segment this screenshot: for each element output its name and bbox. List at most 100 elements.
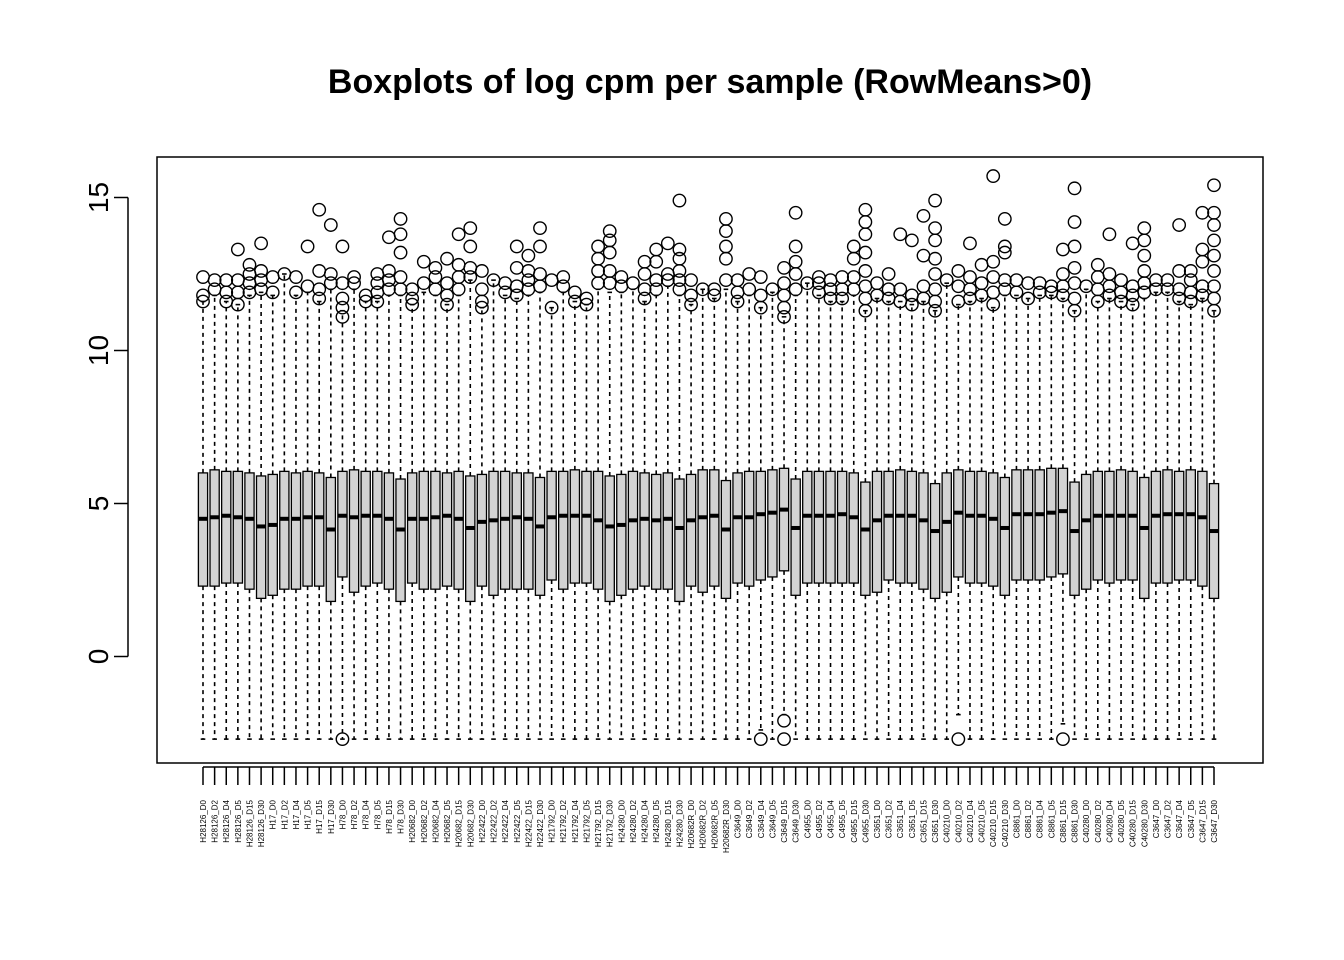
outlier-point xyxy=(997,212,1012,226)
x-tick-label: C40210_D0 xyxy=(943,799,952,842)
iqr-box xyxy=(1011,469,1022,581)
iqr-box xyxy=(1127,470,1138,581)
outlier-point xyxy=(928,221,943,236)
iqr-box xyxy=(639,472,650,587)
outlier-point xyxy=(602,224,617,239)
outlier-point xyxy=(963,236,977,251)
outlier-point xyxy=(254,236,269,251)
box-H21792_D2 xyxy=(556,270,571,740)
iqr-box xyxy=(534,476,546,596)
outlier-point xyxy=(986,169,1001,183)
outlier-point xyxy=(405,291,420,306)
iqr-box xyxy=(906,470,918,584)
outlier-point xyxy=(637,254,652,269)
outlier-point xyxy=(672,273,687,288)
x-tick-label: C40280_D15 xyxy=(1129,799,1138,847)
outlier-point xyxy=(660,236,675,251)
iqr-box xyxy=(1034,469,1045,581)
iqr-box xyxy=(767,469,778,578)
x-tick-label: H21792_D0 xyxy=(548,799,557,842)
x-tick-label: C3649_D30 xyxy=(792,799,801,842)
outlier-point xyxy=(800,276,815,291)
outlier-point xyxy=(963,270,977,284)
x-tick-label: C4955_D5 xyxy=(838,799,847,838)
outlier-point xyxy=(196,288,210,303)
outlier-point xyxy=(1183,264,1198,278)
outlier-point xyxy=(416,254,431,269)
iqr-box xyxy=(232,470,244,584)
outlier-point xyxy=(1195,242,1210,257)
outlier-point xyxy=(382,264,396,278)
box-C3651_D30 xyxy=(928,193,943,740)
x-tick-label: H24280_D5 xyxy=(652,799,661,842)
x-tick-label: C8861_D15 xyxy=(1059,799,1068,842)
outlier-point xyxy=(393,227,408,242)
iqr-box xyxy=(616,473,627,596)
outlier-point xyxy=(753,270,768,284)
x-tick-label: C40210_D2 xyxy=(954,799,963,842)
outlier-point xyxy=(858,202,873,217)
box-H28126_D0 xyxy=(196,270,210,740)
outlier-point xyxy=(323,267,338,281)
iqr-box xyxy=(406,472,418,584)
outlier-point xyxy=(1137,248,1152,263)
box-H17_D15 xyxy=(312,202,327,740)
y-tick-label: 15 xyxy=(83,182,114,213)
iqr-box xyxy=(557,470,569,590)
box-C3649_D15 xyxy=(777,260,791,747)
box-H20682_D4 xyxy=(428,260,443,740)
iqr-box xyxy=(592,470,604,590)
outlier-point xyxy=(1172,264,1187,278)
outlier-point xyxy=(405,282,420,297)
iqr-box xyxy=(976,470,987,584)
box-C3647_D2 xyxy=(1160,273,1175,740)
outlier-point xyxy=(695,282,710,297)
outlier-point xyxy=(1125,297,1140,312)
outlier-point xyxy=(382,282,396,297)
x-tick-label: H78_D15 xyxy=(385,799,394,833)
outlier-point xyxy=(347,276,361,291)
x-tick-label: C3651_D4 xyxy=(896,799,905,838)
outlier-point xyxy=(1021,291,1035,306)
outlier-point xyxy=(219,273,234,288)
outlier-point xyxy=(846,270,861,284)
iqr-box xyxy=(220,470,232,584)
box-C4955_D15 xyxy=(846,239,861,740)
outlier-point xyxy=(684,273,698,288)
iqr-box xyxy=(604,475,615,603)
outlier-point xyxy=(835,291,850,306)
outlier-point xyxy=(928,303,943,318)
outlier-point xyxy=(928,282,943,297)
iqr-box xyxy=(1162,469,1173,584)
x-tick-label: H28126_D0 xyxy=(199,799,208,842)
outlier-point xyxy=(1056,732,1070,747)
iqr-box xyxy=(953,469,964,578)
x-tick-label: C40280_D4 xyxy=(1105,799,1114,842)
chart-title: Boxplots of log cpm per sample (RowMeans… xyxy=(328,63,1092,101)
outlier-point xyxy=(881,267,896,281)
box-H24280_D2 xyxy=(626,276,640,740)
outlier-point xyxy=(312,282,327,297)
outlier-point xyxy=(928,193,943,208)
x-tick-label: H78_D0 xyxy=(338,799,347,829)
outlier-point xyxy=(335,732,350,747)
iqr-box xyxy=(685,473,697,587)
outlier-point xyxy=(858,264,873,278)
outlier-point xyxy=(440,297,454,312)
iqr-box xyxy=(581,470,592,584)
boxplots xyxy=(196,169,1221,747)
outlier-point xyxy=(1090,257,1105,272)
x-tick-label: H78_D4 xyxy=(362,799,371,829)
outlier-point xyxy=(788,205,803,220)
box-C4955_D2 xyxy=(811,270,826,740)
outlier-point xyxy=(719,273,733,288)
outlier-point xyxy=(1137,264,1152,278)
x-tick-label: C8861_D2 xyxy=(1024,799,1033,838)
iqr-box xyxy=(465,475,476,603)
outlier-point xyxy=(1195,279,1210,294)
box-C40210_D0 xyxy=(939,273,954,740)
box-H22422_D4 xyxy=(498,276,513,740)
x-tick-label: H21792_D5 xyxy=(582,799,591,842)
x-tick-label: C3649_D5 xyxy=(768,799,777,838)
